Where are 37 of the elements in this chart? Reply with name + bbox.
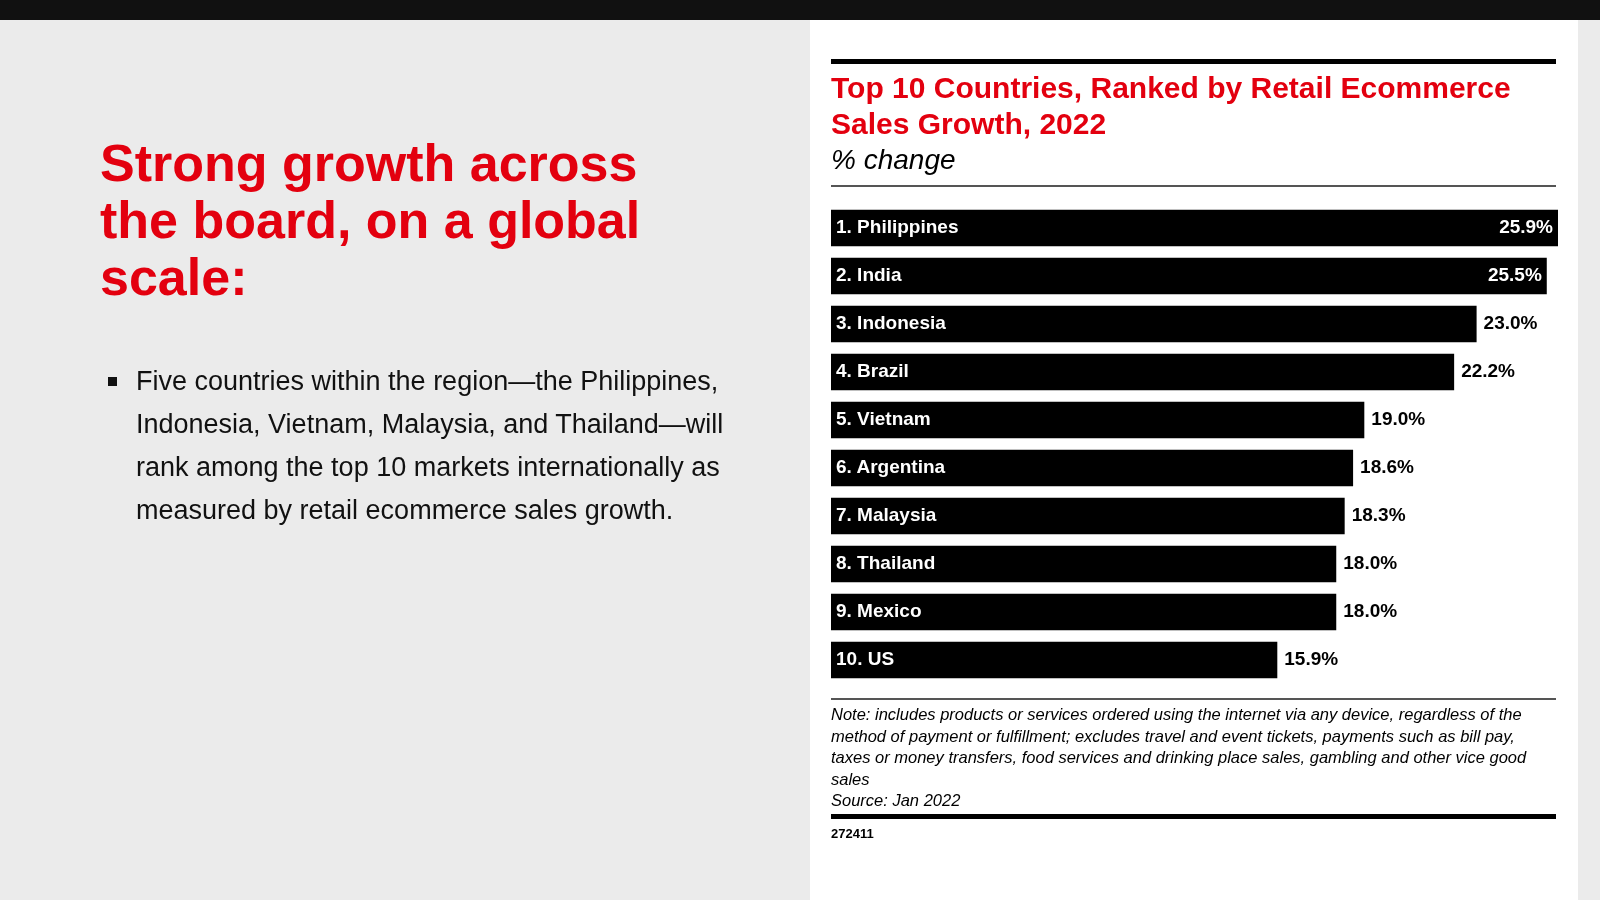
data-label: 18.0% — [1343, 600, 1398, 622]
data-label: 22.2% — [1461, 360, 1516, 382]
bar — [831, 641, 1278, 679]
bar — [831, 257, 1547, 295]
y-tick-label: 1. Philippines — [836, 216, 959, 238]
data-label: 18.3% — [1351, 504, 1406, 526]
text: Note: includes products or services ordered using the internet via any device, regardless of the method of payment or fulfillment; excludes travel and event tickets, payments such as bill pay, taxes or money transfers, food services and drinking place sales, gambling and other vice good sales — [831, 704, 1528, 790]
y-tick-label: 8. Thailand — [836, 552, 936, 574]
y-tick-label: 4. Brazil — [836, 360, 909, 382]
bar — [831, 545, 1337, 583]
bar — [831, 497, 1345, 535]
bar — [831, 593, 1337, 631]
y-tick-label: 10. US — [836, 648, 895, 670]
data-label: 25.9% — [1499, 216, 1554, 238]
text: 272411 — [831, 826, 874, 841]
chart-subtitle: % change — [831, 144, 956, 176]
source-note: Source: Jan 2022 — [831, 790, 962, 811]
text: Five countries within the region—the Philippines, Indonesia, Vietnam, Malaysia, and Thailand—will rank among the top 10 markets internationally as measured by retail ecommerce sales growth. — [136, 365, 725, 527]
bar — [831, 449, 1354, 487]
y-tick-label: 3. Indonesia — [836, 312, 947, 334]
y-tick-label: 7. Malaysia — [836, 504, 937, 526]
y-tick-label: 9. Mexico — [836, 600, 922, 622]
y-tick-label: 6. Argentina — [836, 456, 946, 478]
data-label: 15.9% — [1284, 648, 1339, 670]
bar — [831, 305, 1477, 343]
chart-title: Top 10 Countries, Ranked by Retail Ecommerce Sales Growth, 2022 — [831, 70, 1512, 142]
bar — [831, 209, 1558, 247]
data-label: 23.0% — [1483, 312, 1538, 334]
data-label: 18.6% — [1360, 456, 1415, 478]
data-label: 19.0% — [1371, 408, 1426, 430]
y-tick-label: 5. Vietnam — [836, 408, 931, 430]
text: Strong growth across the board, on a global scale: — [100, 134, 642, 306]
data-label: 18.0% — [1343, 552, 1398, 574]
bar — [831, 401, 1365, 439]
y-tick-label: 2. India — [836, 264, 902, 286]
data-label: 25.5% — [1487, 264, 1542, 286]
bar — [831, 353, 1455, 391]
